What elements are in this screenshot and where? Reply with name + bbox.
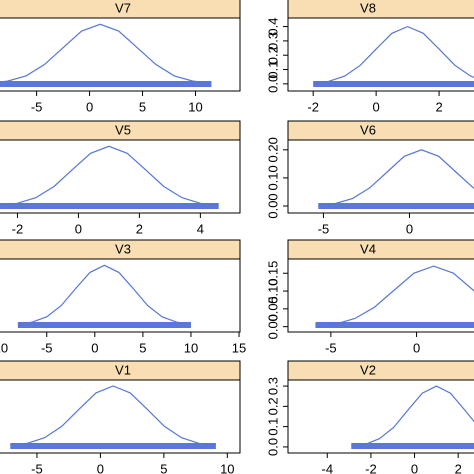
- x-tick-label: 5: [139, 340, 146, 355]
- x-tick-label: -2: [365, 461, 377, 474]
- y-tick-label: 0.10: [265, 278, 280, 303]
- y-tick-label: 0.4: [265, 18, 280, 36]
- panel-title: V6: [360, 122, 376, 137]
- rug: [315, 322, 474, 328]
- y-tick-label: 0.3: [265, 377, 280, 395]
- x-tick-label: 2: [455, 461, 462, 474]
- x-tick-label: 5: [139, 99, 146, 114]
- x-tick-label: -4: [321, 461, 333, 474]
- x-tick-label: -5: [31, 461, 43, 474]
- y-tick-label: 0.3: [265, 32, 280, 50]
- rug: [0, 203, 219, 209]
- y-tick-label: 0.0: [265, 438, 280, 456]
- density-curve: [10, 385, 216, 446]
- rug: [318, 203, 474, 209]
- x-tick-label: 0: [86, 99, 93, 114]
- x-tick-label: 5: [160, 461, 167, 474]
- x-tick-label: -10: [0, 340, 8, 355]
- x-tick-label: -2: [12, 221, 24, 236]
- panel-box: [287, 17, 474, 92]
- x-tick-label: 0: [97, 461, 104, 474]
- y-tick-label: 0.20: [265, 137, 280, 162]
- x-tick-label: 0: [413, 340, 420, 355]
- x-tick-label: -5: [31, 99, 43, 114]
- x-tick-label: 10: [184, 340, 198, 355]
- density-curve: [313, 25, 474, 84]
- x-tick-label: 0: [373, 99, 380, 114]
- x-tick-label: 0: [75, 221, 82, 236]
- x-tick-label: 0: [406, 221, 413, 236]
- y-tick-label: 0.00: [265, 193, 280, 218]
- panel-title: V5: [115, 122, 131, 137]
- y-tick-label: 0.0: [265, 75, 280, 93]
- panel-strip: [287, 239, 474, 260]
- density-curve: [0, 145, 219, 206]
- x-tick-label: -5: [325, 340, 337, 355]
- panel-title: V4: [360, 241, 376, 256]
- panel-box: [287, 258, 474, 333]
- rug: [10, 443, 216, 449]
- panel-box: [0, 17, 241, 92]
- panel-strip: [287, 120, 474, 141]
- y-tick-label: 0.1: [265, 418, 280, 436]
- x-tick-label: 15: [232, 340, 246, 355]
- y-tick-label: 0.15: [265, 261, 280, 286]
- panel-strip: [287, 0, 474, 19]
- x-tick-label: 10: [188, 99, 202, 114]
- density-curve: [351, 385, 474, 447]
- y-tick-label: 0.1: [265, 60, 280, 78]
- x-tick-label: 2: [136, 221, 143, 236]
- y-tick-label: 0.00: [265, 314, 280, 339]
- panel-strip: [287, 360, 474, 381]
- rug: [351, 443, 474, 449]
- rug: [313, 81, 474, 87]
- x-tick-label: -2: [307, 99, 319, 114]
- panel-title: V8: [360, 0, 376, 15]
- panel-title: V3: [115, 241, 131, 256]
- panel-title: V1: [115, 362, 131, 377]
- panel-box: [0, 379, 241, 454]
- x-tick-label: 2: [435, 99, 442, 114]
- y-tick-label: 0.2: [265, 46, 280, 64]
- panel-box: [0, 139, 241, 214]
- panel-title: V2: [360, 362, 376, 377]
- rug: [17, 322, 191, 328]
- x-tick-label: 4: [197, 221, 204, 236]
- x-tick-label: 10: [220, 461, 234, 474]
- panel-title: V7: [115, 0, 131, 15]
- panel-box: [287, 139, 474, 214]
- y-tick-label: 0.05: [265, 296, 280, 321]
- x-tick-label: 0: [411, 461, 418, 474]
- y-tick-label: 0.2: [265, 397, 280, 415]
- rug: [0, 81, 212, 87]
- density-curve: [315, 265, 474, 327]
- x-tick-label: 0: [91, 340, 98, 355]
- x-tick-label: -5: [41, 340, 53, 355]
- x-tick-label: -5: [318, 221, 330, 236]
- density-curve: [17, 264, 192, 325]
- panel-box: [287, 379, 474, 454]
- y-tick-label: 0.10: [265, 165, 280, 190]
- density-curve: [318, 149, 474, 206]
- density-curve: [0, 23, 212, 84]
